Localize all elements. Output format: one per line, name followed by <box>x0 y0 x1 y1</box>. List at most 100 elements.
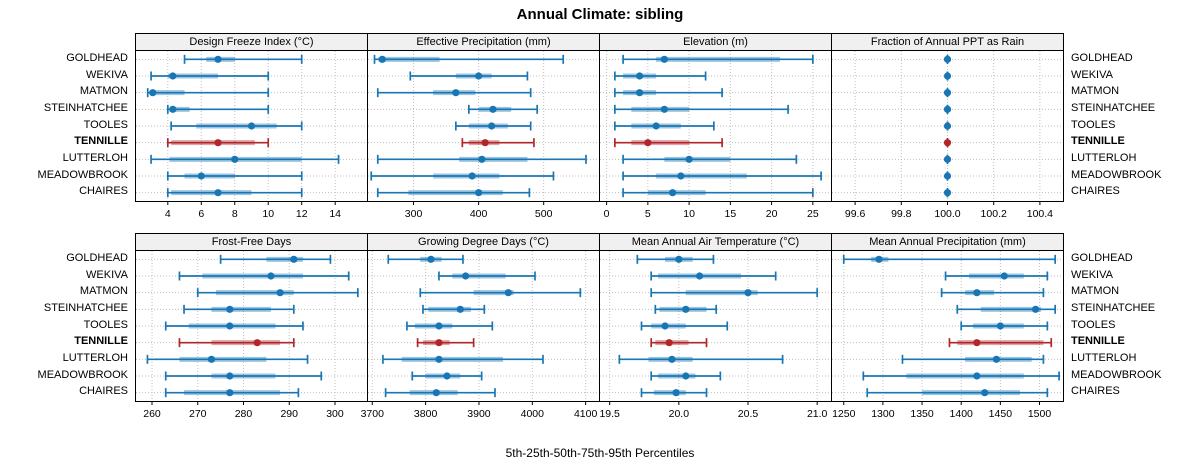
median-dot <box>660 55 668 63</box>
x-tick-label: 25 <box>807 208 819 220</box>
median-dot <box>481 139 489 147</box>
percentile-row-lutterloh <box>376 154 587 164</box>
median-dot <box>488 122 496 130</box>
median-dot <box>214 139 222 147</box>
panel-strip-title: Design Freeze Index (°C) <box>136 34 367 51</box>
median-dot <box>197 172 205 180</box>
site-label-lutterloh: LUTTERLOH <box>1071 352 1137 365</box>
median-dot <box>943 122 952 130</box>
percentile-row-goldhead <box>622 54 814 64</box>
percentile-row-lutterloh <box>618 354 784 364</box>
site-label-goldhead: GOLDHEAD <box>66 252 128 264</box>
median-dot <box>668 355 676 363</box>
percentile-row-chaires <box>384 388 496 398</box>
percentile-row-tennille <box>614 138 723 148</box>
site-label-tennille: TENNILLE <box>74 335 128 348</box>
median-dot <box>432 389 440 397</box>
percentile-row-steinhatchee <box>956 304 1057 314</box>
panel-plot-area <box>600 51 831 201</box>
x-tick-label: 4000 <box>521 408 545 420</box>
percentile-row-lutterloh <box>150 154 340 164</box>
x-tick-label: 1500 <box>1028 408 1052 420</box>
median-dot <box>943 139 952 147</box>
percentile-row-lutterloh <box>146 354 309 364</box>
median-dot <box>489 105 497 113</box>
percentile-row-lutterloh <box>622 154 798 164</box>
site-label-steinhatchee: STEINHATCHEE <box>1071 102 1156 115</box>
percentile-row-goldhead <box>636 254 715 264</box>
percentile-row-tennille <box>178 338 295 348</box>
median-dot <box>943 89 952 97</box>
panel-mean-annual-precipitation-mm-: Mean Annual Precipitation (mm) 1250 1300 13… <box>831 233 1064 420</box>
site-label-wekiva: WEKIVA <box>1071 68 1113 81</box>
percentile-row-matmon <box>614 88 723 98</box>
panel-strip-title: Mean Annual Precipitation (mm) <box>832 234 1063 251</box>
percentile-row-wekiva <box>943 71 952 81</box>
x-tick-label: 4 <box>165 208 171 220</box>
percentile-row-goldhead <box>183 54 303 64</box>
site-label-goldhead: GOLDHEAD <box>1071 252 1133 264</box>
x-tick-label: 1400 <box>950 408 974 420</box>
x-tick-label: 100.4 <box>1027 208 1053 220</box>
percentile-row-matmon <box>650 288 819 298</box>
site-label-lutterloh: LUTTERLOH <box>62 352 128 365</box>
median-dot <box>226 322 234 330</box>
x-axis: 19.5 20.0 20.5 21.0 <box>599 401 832 425</box>
site-label-matmon: MATMON <box>79 85 128 98</box>
x-tick-label: 20.0 <box>669 408 690 420</box>
percentile-row-steinhatchee <box>166 104 270 114</box>
median-dot <box>1031 305 1040 313</box>
x-tick-label: 1250 <box>832 408 856 420</box>
panel-elevation-m-: Elevation (m) 0 5 10 15 20 25 <box>599 33 832 220</box>
site-label-matmon: MATMON <box>1071 285 1120 298</box>
percentile-row-tooles <box>406 321 494 331</box>
percentile-row-tennille <box>166 138 270 148</box>
median-dot <box>475 72 483 80</box>
x-axis: 99.6 99.8 100.0 100.2 100.4 <box>831 201 1064 225</box>
percentile-row-steinhatchee <box>943 104 952 114</box>
percentile-row-lutterloh <box>943 154 952 164</box>
x-tick-label: 19.5 <box>599 408 620 420</box>
median-dot <box>1000 272 1008 280</box>
figure-title: Annual Climate: sibling <box>516 6 684 23</box>
median-dot <box>943 55 952 63</box>
median-dot <box>943 155 952 163</box>
x-tick-label: 12 <box>296 208 308 220</box>
site-label-steinhatchee: STEINHATCHEE <box>1071 302 1156 315</box>
percentile-row-wekiva <box>150 71 270 81</box>
percentile-row-steinhatchee <box>468 104 539 114</box>
x-tick-label: 6 <box>198 208 204 220</box>
percentile-row-goldhead <box>373 54 565 64</box>
percentile-row-chaires <box>376 188 531 198</box>
median-dot <box>435 355 443 363</box>
median-dot <box>169 72 177 80</box>
median-dot <box>452 89 460 97</box>
panels-bottom: Frost-Free Days 260 270 280 290 300 Growing De… <box>135 233 1064 420</box>
x-tick-label: 260 <box>143 408 161 420</box>
x-tick-label: 270 <box>189 408 207 420</box>
percentile-row-wekiva <box>438 271 536 281</box>
x-tick-label: 1350 <box>910 408 934 420</box>
median-dot <box>226 305 234 313</box>
percentile-row-tooles <box>170 121 303 131</box>
percentile-row-meadowbrook <box>166 171 303 181</box>
panel-plot-area <box>136 251 367 401</box>
x-tick-label: 1450 <box>989 408 1013 420</box>
median-dot <box>973 339 981 347</box>
median-dot <box>247 122 256 130</box>
percentile-row-chaires <box>943 188 952 198</box>
panel-design-freeze-index-c-: Design Freeze Index (°C) 4 6 8 10 12 14 <box>135 33 368 220</box>
percentile-row-meadowbrook <box>650 371 722 381</box>
x-tick-label: 99.6 <box>845 208 866 220</box>
percentile-row-goldhead <box>943 54 952 64</box>
panel-strip-title: Effective Precipitation (mm) <box>368 34 599 51</box>
median-dot <box>207 355 216 363</box>
median-dot <box>669 189 677 197</box>
median-dot <box>214 55 222 63</box>
percentile-row-tooles <box>614 121 715 131</box>
x-tick-label: 1300 <box>871 408 895 420</box>
percentile-row-matmon <box>146 88 270 98</box>
median-dot <box>992 355 1001 363</box>
percentile-row-meadowbrook <box>370 171 555 181</box>
percentile-row-wekiva <box>650 271 777 281</box>
